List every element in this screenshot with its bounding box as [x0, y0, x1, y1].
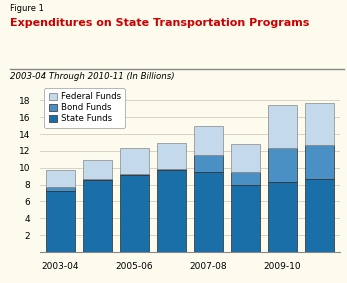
- Text: 2003-04 Through 2010-11 (In Billions): 2003-04 Through 2010-11 (In Billions): [10, 72, 175, 81]
- Bar: [83, 179, 112, 180]
- Bar: [305, 179, 334, 252]
- Bar: [268, 182, 297, 252]
- Bar: [83, 160, 112, 179]
- Text: 2009-10: 2009-10: [264, 262, 302, 271]
- Bar: [305, 103, 334, 145]
- Bar: [194, 172, 223, 252]
- Bar: [268, 104, 297, 148]
- Bar: [120, 175, 149, 252]
- Bar: [83, 180, 112, 252]
- Legend: Federal Funds, Bond Funds, State Funds: Federal Funds, Bond Funds, State Funds: [44, 88, 125, 128]
- Bar: [231, 172, 260, 185]
- Text: 2007-08: 2007-08: [190, 262, 227, 271]
- Text: 2005-06: 2005-06: [116, 262, 153, 271]
- Text: 2003-04: 2003-04: [42, 262, 79, 271]
- Bar: [120, 173, 149, 175]
- Bar: [157, 170, 186, 252]
- Bar: [231, 144, 260, 172]
- Bar: [194, 155, 223, 172]
- Bar: [231, 185, 260, 252]
- Bar: [305, 145, 334, 179]
- Bar: [46, 187, 75, 191]
- Bar: [46, 170, 75, 187]
- Bar: [157, 168, 186, 170]
- Bar: [46, 191, 75, 252]
- Bar: [120, 148, 149, 173]
- Bar: [194, 126, 223, 155]
- Text: Figure 1: Figure 1: [10, 4, 44, 13]
- Text: Expenditures on State Transportation Programs: Expenditures on State Transportation Pro…: [10, 18, 310, 28]
- Bar: [157, 143, 186, 168]
- Bar: [268, 148, 297, 182]
